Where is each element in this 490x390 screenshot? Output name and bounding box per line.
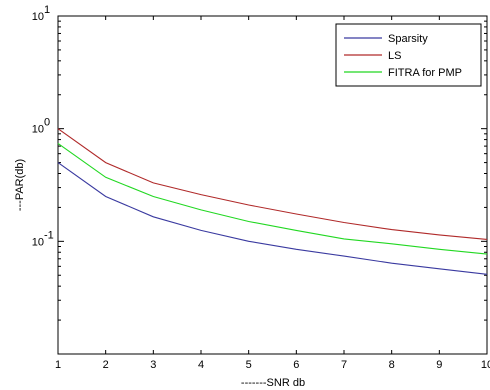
- y-tick-label: 10: [32, 236, 44, 248]
- y-tick-label: 10: [32, 11, 44, 23]
- x-tick-label: 4: [198, 359, 204, 371]
- y-tick-exponent: 0: [44, 117, 50, 129]
- y-tick-exponent: -1: [44, 229, 54, 241]
- x-tick-label: 1: [55, 359, 61, 371]
- x-tick-label: 2: [103, 359, 109, 371]
- y-tick-label: 10: [32, 124, 44, 136]
- x-tick-label: 9: [436, 359, 442, 371]
- legend-entry: FITRA for PMP: [388, 67, 462, 79]
- x-tick-label: 8: [389, 359, 395, 371]
- series-line-ls: [57, 128, 488, 240]
- y-tick-exponent: 1: [44, 4, 50, 16]
- series-line-sparsity: [57, 162, 488, 275]
- x-tick-label: 6: [293, 359, 299, 371]
- legend-entry: Sparsity: [388, 33, 428, 45]
- x-tick-label: 10: [481, 359, 490, 371]
- x-tick-label: 7: [341, 359, 347, 371]
- x-axis-label: -------SNR db: [241, 377, 305, 389]
- x-tick-label: 5: [246, 359, 252, 371]
- x-tick-label: 3: [150, 359, 156, 371]
- y-axis-label: ---PAR(db): [14, 159, 26, 211]
- series-line-fitra-for-pmp: [57, 142, 488, 255]
- legend-entry: LS: [388, 50, 401, 62]
